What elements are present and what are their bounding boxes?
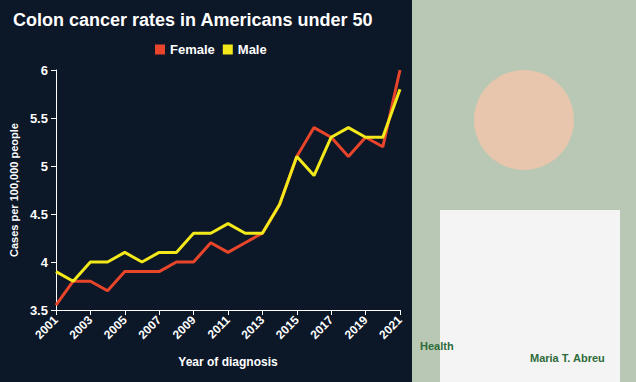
svg-text:6: 6	[41, 63, 48, 78]
svg-text:Maria T. Abreu: Maria T. Abreu	[530, 352, 605, 364]
svg-text:2015: 2015	[273, 313, 302, 342]
svg-text:Year of diagnosis: Year of diagnosis	[178, 355, 278, 369]
svg-text:Cases per 100,000 people: Cases per 100,000 people	[8, 123, 20, 257]
svg-text:5: 5	[41, 159, 48, 174]
svg-text:Male: Male	[238, 42, 267, 57]
svg-text:5.5: 5.5	[30, 111, 48, 126]
svg-text:Female: Female	[170, 42, 215, 57]
svg-text:2011: 2011	[205, 313, 234, 342]
svg-text:2013: 2013	[239, 313, 268, 342]
svg-text:2005: 2005	[101, 313, 130, 342]
svg-text:2001: 2001	[32, 313, 61, 342]
svg-text:2003: 2003	[67, 313, 96, 342]
svg-text:2021: 2021	[376, 313, 405, 342]
svg-text:3.5: 3.5	[30, 303, 48, 318]
svg-text:4: 4	[41, 255, 49, 270]
svg-text:Health: Health	[420, 340, 454, 352]
svg-text:2007: 2007	[135, 313, 164, 342]
svg-text:2019: 2019	[342, 313, 371, 342]
svg-text:4.5: 4.5	[30, 207, 48, 222]
svg-text:2017: 2017	[307, 313, 336, 342]
svg-text:2009: 2009	[170, 313, 199, 342]
svg-text:Colon cancer rates in American: Colon cancer rates in Americans under 50	[13, 10, 372, 30]
